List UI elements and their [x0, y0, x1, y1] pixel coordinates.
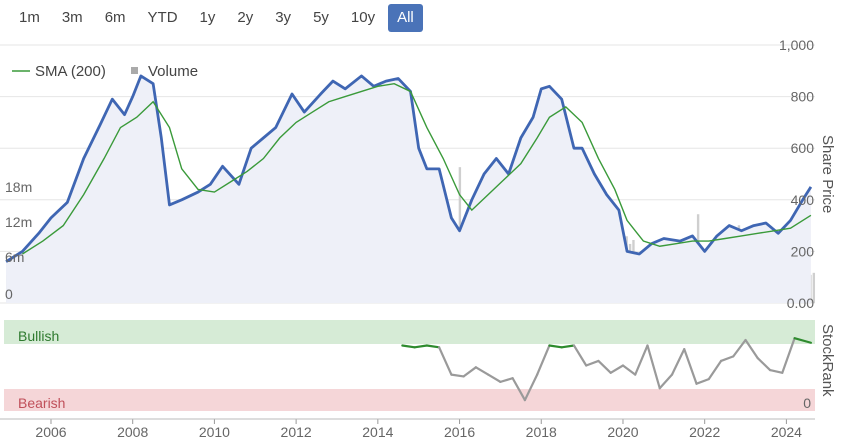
- stockrank-segment: [413, 344, 428, 349]
- x-tick-label: 2008: [117, 424, 148, 439]
- range-button-1m[interactable]: 1m: [19, 9, 40, 26]
- stockrank-segment: [425, 344, 441, 349]
- bearish-label: Bearish: [18, 395, 65, 411]
- x-tick-label: 2016: [444, 424, 475, 439]
- x-tick-label: 2020: [607, 424, 638, 439]
- volume-tick-label: 6m: [5, 249, 24, 265]
- sma-legend-label: SMA (200): [35, 63, 106, 80]
- x-tick-label: 2006: [35, 424, 66, 439]
- stockrank-segment: [462, 366, 477, 378]
- stockrank-segment: [548, 344, 563, 349]
- range-button-10y[interactable]: 10y: [350, 9, 376, 26]
- stockrank-segment: [732, 338, 747, 358]
- price-line: [5, 74, 813, 263]
- volume-axis-ticks: 18m 12m 6m 0: [5, 179, 32, 302]
- range-button-3y[interactable]: 3y: [275, 9, 292, 26]
- range-button-5y[interactable]: 5y: [313, 9, 329, 26]
- stockrank-segment: [585, 359, 600, 367]
- range-button-ytd[interactable]: YTD: [147, 9, 178, 26]
- x-tick-label: 2012: [281, 424, 312, 439]
- price-tick-label: 600: [791, 140, 815, 156]
- volume-tick-label: 12m: [5, 214, 32, 230]
- price-tick-label: 200: [791, 243, 815, 259]
- stockrank-segment: [719, 355, 735, 363]
- price-axis-ticks: 1,000 800 600 400 200 0.00 Share Price: [779, 37, 836, 311]
- volume-tick-label: 18m: [5, 179, 32, 195]
- x-tick-label: 2018: [526, 424, 557, 439]
- stockrank-segment: [621, 364, 637, 376]
- volume-legend-label: Volume: [148, 63, 198, 80]
- stockrank-segment: [658, 373, 674, 390]
- range-selector: 1m 3m 6m YTD 1y 2y 3y 5y 10y All: [10, 4, 423, 36]
- stockrank-segment: [560, 344, 576, 349]
- stockrank-axis-title: StockRank: [819, 324, 836, 397]
- x-tick-label: 2024: [771, 424, 802, 439]
- stockrank-segment: [768, 368, 784, 374]
- stockrank-segment: [572, 344, 588, 367]
- stockrank-segment: [511, 377, 527, 402]
- bearish-band: [4, 389, 815, 411]
- chart-legend: SMA (200) Volume: [12, 63, 198, 80]
- price-tick-label: 0.00: [787, 295, 814, 311]
- stockrank-segment: [634, 344, 649, 376]
- stockrank-segment: [744, 338, 759, 360]
- x-axis-ticks: 2006 2008 2010 2012 2014 2016 2018 2020 2022 2024: [0, 418, 815, 439]
- range-button-3m[interactable]: 3m: [61, 9, 83, 26]
- stockrank-segment: [683, 348, 698, 385]
- stockrank-zero-tick: 0: [803, 395, 811, 411]
- range-button-6m[interactable]: 6m: [104, 9, 126, 26]
- stockrank-segment: [793, 337, 813, 344]
- stockrank-segment: [781, 337, 796, 374]
- stockrank-segment: [646, 344, 661, 390]
- sma-series: [22, 82, 812, 255]
- price-tick-label: 800: [791, 89, 815, 105]
- stockrank-segment: [756, 357, 772, 372]
- stockrank-segment: [536, 344, 551, 376]
- stockrank-segment: [450, 373, 465, 378]
- price-area: [6, 75, 811, 304]
- stockrank-segment: [609, 364, 625, 374]
- price-tick-label: 1,000: [779, 37, 814, 53]
- volume-legend-swatch: [131, 67, 138, 74]
- bullish-label: Bullish: [18, 328, 59, 344]
- price-series: [5, 74, 813, 304]
- sma-line: [22, 82, 812, 255]
- stockrank-segment: [499, 377, 514, 383]
- range-button-1y[interactable]: 1y: [199, 9, 216, 26]
- bullish-band: [4, 320, 815, 344]
- stockrank-segment: [474, 366, 490, 376]
- stockrank-segment: [597, 359, 612, 374]
- stockrank-segment: [401, 344, 416, 349]
- range-button-2y[interactable]: 2y: [237, 9, 254, 26]
- x-tick-label: 2010: [199, 424, 230, 439]
- stockrank-segment: [695, 378, 710, 385]
- range-button-all[interactable]: All: [388, 4, 423, 32]
- stockrank-segment: [438, 346, 453, 376]
- stockrank-segment: [707, 359, 723, 381]
- x-tick-label: 2022: [689, 424, 720, 439]
- stockrank-panel: Bullish Bearish 0 StockRank: [4, 320, 836, 411]
- stockrank-segment: [487, 373, 502, 383]
- stockrank-segment: [523, 373, 539, 402]
- x-tick-label: 2014: [362, 424, 393, 439]
- price-axis-title: Share Price: [819, 135, 836, 213]
- stockrank-segment: [670, 348, 686, 376]
- price-tick-label: 400: [791, 192, 815, 208]
- volume-bar: [812, 272, 816, 303]
- volume-tick-label: 0: [5, 286, 13, 302]
